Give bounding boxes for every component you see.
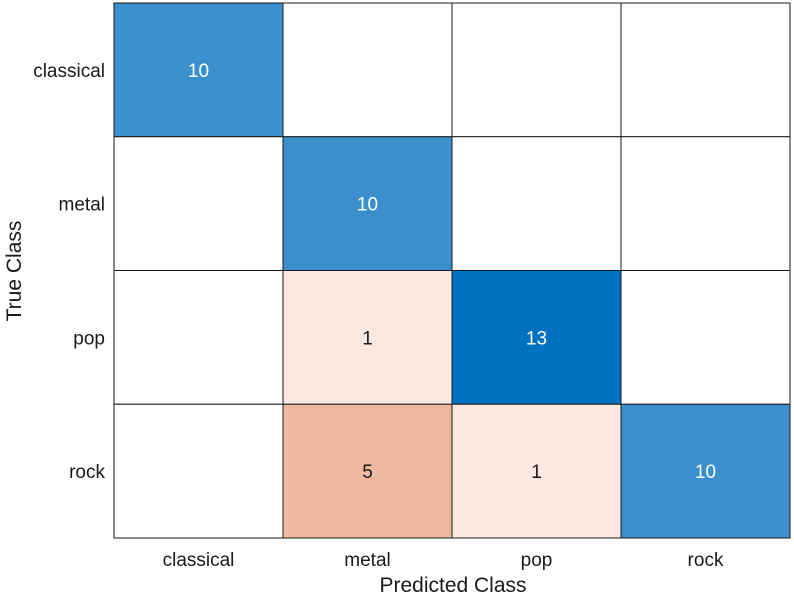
cell-value-metal-metal: 10	[357, 195, 378, 216]
cell-value-rock-metal: 5	[362, 462, 373, 483]
matrix-cell-rock-classical	[113, 403, 284, 539]
matrix-cell-rock-pop	[451, 403, 622, 539]
matrix-cell-rock-metal	[282, 403, 453, 539]
x-tick-label-rock: rock	[688, 550, 724, 571]
matrix-cell-pop-rock	[620, 270, 791, 405]
cell-value-pop-metal: 1	[362, 328, 373, 349]
matrix-cell-classical-pop	[451, 2, 622, 138]
cell-value-pop-pop: 13	[526, 328, 547, 349]
cell-value-classical-classical: 10	[188, 61, 209, 82]
x-tick-label-pop: pop	[521, 550, 553, 571]
matrix-cell-metal-pop	[451, 136, 622, 271]
matrix-cell-metal-classical	[113, 136, 284, 271]
matrix-cell-classical-rock	[620, 2, 791, 138]
y-tick-label-pop: pop	[73, 328, 105, 349]
matrix-cell-rock-rock	[620, 403, 791, 539]
values-layer: 10 10 1 13 5 1 10	[188, 61, 716, 483]
matrix-cell-metal-metal	[282, 136, 453, 271]
matrix-cell-pop-metal	[282, 270, 453, 405]
ticks-layer: classical metal pop rock classical metal pop ro…	[33, 61, 724, 571]
cells-layer	[113, 2, 791, 539]
x-tick-label-classical: classical	[163, 550, 235, 571]
matrix-cell-metal-rock	[620, 136, 791, 271]
y-tick-label-rock: rock	[69, 462, 105, 483]
matrix-cell-pop-pop	[451, 270, 622, 405]
x-axis-label: Predicted Class	[379, 574, 526, 596]
y-axis-label: True Class	[3, 221, 26, 322]
x-tick-label-metal: metal	[344, 550, 390, 571]
cell-value-rock-rock: 10	[695, 462, 716, 483]
y-tick-label-classical: classical	[33, 61, 105, 82]
y-tick-label-metal: metal	[59, 195, 105, 216]
matrix-cell-pop-classical	[113, 270, 284, 405]
matrix-cell-classical-classical	[113, 2, 284, 138]
cell-value-rock-pop: 1	[531, 462, 542, 483]
matrix-cell-classical-metal	[282, 2, 453, 138]
